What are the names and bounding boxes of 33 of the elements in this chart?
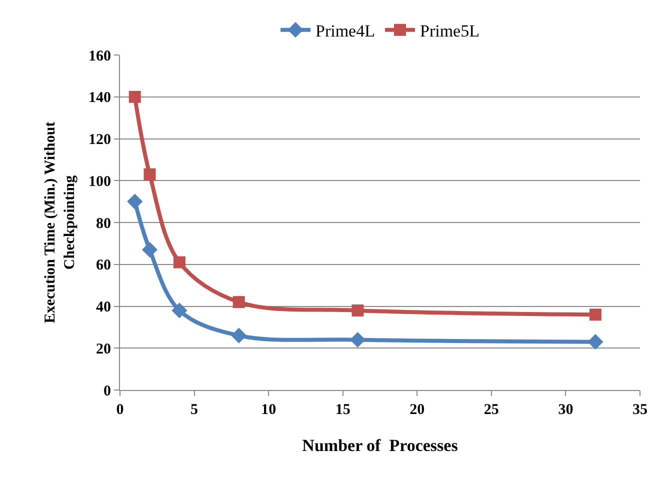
y-tick-label: 140 bbox=[88, 90, 111, 106]
y-tick-label: 160 bbox=[88, 48, 111, 64]
point bbox=[350, 332, 366, 348]
y-tick-label: 60 bbox=[96, 258, 111, 274]
y-tick-label: 0 bbox=[104, 383, 111, 400]
point bbox=[128, 90, 141, 103]
x-axis-title: Number of Processes bbox=[302, 436, 458, 455]
point bbox=[172, 302, 188, 318]
y-tick-label: 80 bbox=[96, 216, 111, 232]
point bbox=[231, 328, 247, 344]
x-tick-label: 20 bbox=[410, 402, 425, 418]
x-tick-label: 0 bbox=[116, 402, 124, 418]
x-tick-label: 10 bbox=[261, 402, 276, 418]
y-tick-label: 120 bbox=[88, 132, 111, 148]
y-axis-title: Execution Time (Min.) Without Checkpointing bbox=[42, 122, 78, 324]
y-tick-label: 40 bbox=[96, 300, 111, 316]
x-tick-label: 5 bbox=[190, 402, 198, 418]
point bbox=[127, 194, 143, 210]
x-tick-label: 25 bbox=[484, 402, 499, 418]
point bbox=[173, 256, 186, 268]
point bbox=[588, 334, 604, 350]
point bbox=[589, 308, 602, 321]
point bbox=[142, 242, 158, 258]
y-tick-label: 100 bbox=[88, 174, 111, 190]
point bbox=[232, 296, 245, 308]
point bbox=[144, 168, 156, 180]
x-tick-label: 30 bbox=[558, 402, 574, 418]
x-tick-label: 15 bbox=[335, 402, 350, 418]
x-tick-label: 35 bbox=[632, 402, 648, 418]
legend-label: Prime4L bbox=[316, 21, 375, 40]
legend-label: Prime5L bbox=[420, 21, 480, 40]
point bbox=[352, 304, 364, 316]
y-tick-label: 20 bbox=[96, 341, 111, 358]
